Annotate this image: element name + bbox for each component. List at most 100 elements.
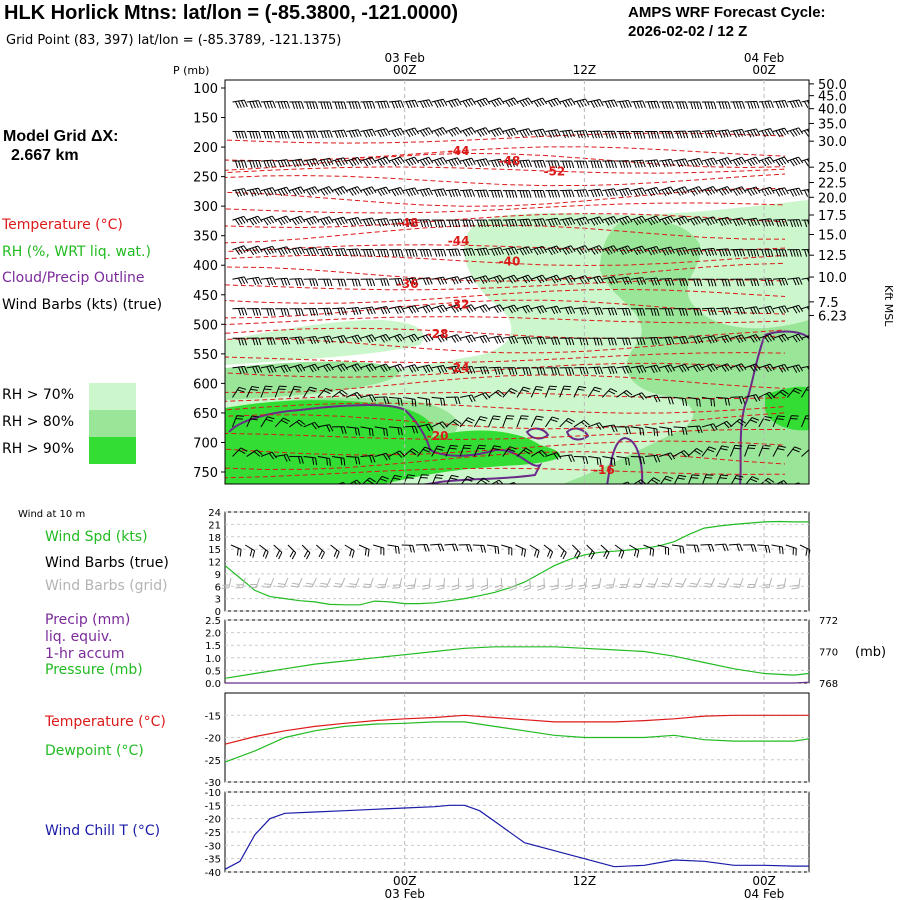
- barb-flag: [291, 189, 297, 197]
- barb-flag: [368, 129, 374, 137]
- barb-flag: [628, 160, 632, 168]
- barb-shaft: [459, 445, 465, 457]
- barb-flag: [268, 452, 275, 460]
- barb-flag: [297, 308, 301, 316]
- barb-flag: [560, 550, 565, 558]
- barb-flag: [811, 220, 813, 227]
- grid-wind-barb: [407, 577, 417, 590]
- barb-flag: [394, 129, 399, 137]
- barb-flag: [661, 101, 665, 109]
- barb-flag: [386, 278, 390, 286]
- barb-flag: [741, 363, 747, 370]
- barb-flag: [704, 131, 709, 139]
- wind-barb: [232, 386, 247, 398]
- barb-shaft: [388, 100, 401, 103]
- barb-shaft: [530, 386, 537, 398]
- wind-barb: [360, 477, 376, 484]
- barb-flag: [619, 101, 623, 109]
- surface-wind-barb: [458, 544, 473, 552]
- wind-barb: [431, 157, 448, 167]
- barb-shaft: [275, 364, 287, 369]
- barb-flag: [684, 247, 689, 255]
- barb-flag: [240, 100, 245, 108]
- barb-flag: [665, 475, 674, 480]
- barb-flag: [770, 249, 774, 257]
- barb-flag: [798, 99, 803, 107]
- barb-flag: [568, 160, 572, 169]
- barb-flag: [329, 247, 334, 256]
- barb-flag: [400, 128, 405, 135]
- barb-flag: [570, 275, 576, 282]
- barb-flag: [550, 367, 554, 375]
- barb-flag: [405, 159, 411, 167]
- barb-flag: [354, 279, 358, 287]
- barb-flag: [252, 101, 256, 109]
- barb-flag: [296, 421, 303, 427]
- barb-flag: [579, 189, 583, 198]
- wind-barb: [288, 385, 302, 398]
- barb-shaft: [644, 454, 658, 457]
- wind-barb: [403, 305, 419, 314]
- barb-flag: [343, 279, 347, 287]
- barb-shaft: [515, 544, 526, 551]
- barb-flag: [664, 366, 670, 373]
- barb-flag: [599, 245, 605, 252]
- barb-flag: [764, 249, 768, 257]
- barb-flag: [647, 160, 652, 168]
- barb-flag: [570, 488, 573, 495]
- barb-flag: [813, 365, 816, 372]
- barb-flag: [738, 364, 744, 371]
- wind-barb: [317, 455, 331, 466]
- barb-shaft: [653, 577, 659, 588]
- barb-flag: [485, 366, 490, 374]
- barb-flag: [255, 277, 260, 285]
- barb-flag: [348, 189, 354, 196]
- barb-flag: [739, 543, 743, 552]
- barb-flag: [278, 552, 283, 560]
- barb-flag: [724, 398, 728, 406]
- barb-flag: [482, 393, 488, 400]
- barb-flag: [571, 189, 575, 198]
- barb-flag: [565, 190, 569, 198]
- barb-flag: [660, 585, 669, 588]
- wind-barb: [531, 336, 547, 345]
- barb-flag: [457, 276, 462, 284]
- barb-flag: [323, 159, 328, 167]
- wind-barb: [445, 334, 462, 343]
- wind-barb: [701, 474, 714, 484]
- barb-flag: [596, 307, 601, 315]
- barb-flag: [314, 186, 320, 193]
- barb-flag: [653, 101, 657, 109]
- barb-shaft: [388, 396, 401, 400]
- barb-flag: [741, 278, 745, 287]
- wind-barb: [474, 366, 490, 375]
- barb-flag: [494, 546, 497, 554]
- barb-flag: [568, 218, 573, 226]
- barb-shaft: [545, 452, 557, 457]
- barb-flag: [451, 336, 457, 343]
- barb-flag: [571, 337, 575, 346]
- barb-flag: [422, 219, 427, 228]
- wind-barb: [260, 308, 276, 316]
- barb-flag: [249, 218, 255, 226]
- barb-flag: [465, 336, 471, 344]
- barb-flag: [720, 447, 728, 451]
- wind-barb: [431, 474, 444, 484]
- barb-flag: [709, 187, 716, 194]
- barb-flag: [451, 159, 456, 166]
- barb-flag: [571, 454, 575, 462]
- barb-flag: [377, 587, 385, 589]
- barb-shaft: [428, 577, 431, 588]
- grid-wind-barb: [494, 577, 503, 592]
- barb-flag: [547, 160, 552, 169]
- barb-shaft: [772, 187, 785, 192]
- wind-barb: [346, 278, 361, 287]
- barb-flag: [437, 544, 442, 552]
- barb-flag: [599, 307, 604, 315]
- wind-barb: [531, 160, 547, 168]
- barb-flag: [579, 307, 584, 315]
- barb-flag: [237, 277, 243, 285]
- barb-flag: [764, 158, 770, 166]
- barb-flag: [308, 188, 314, 195]
- wind-barb: [360, 248, 376, 257]
